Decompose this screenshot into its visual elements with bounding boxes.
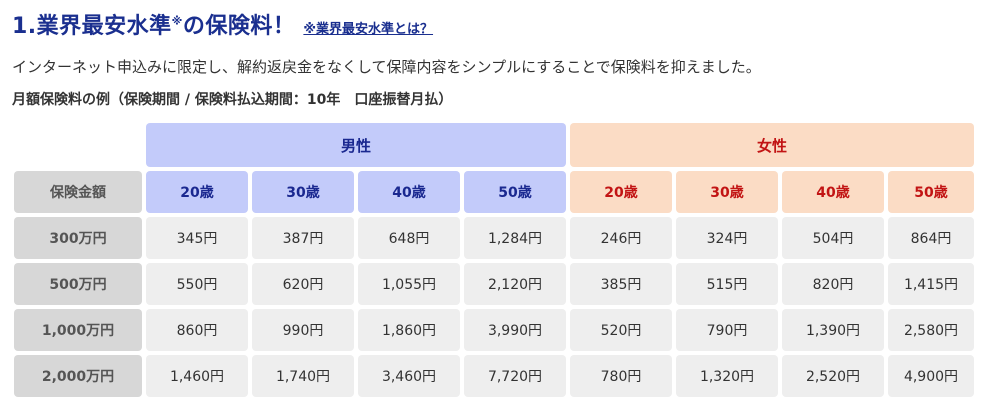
table-cell: 387円 xyxy=(252,217,354,259)
male-age-30-header: 30歳 xyxy=(252,171,354,213)
table-cell: 620円 xyxy=(252,263,354,305)
female-age-50-header: 50歳 xyxy=(888,171,974,213)
row-amount-label: 500万円 xyxy=(14,263,142,305)
table-cell: 790円 xyxy=(676,309,778,351)
table-cell: 990円 xyxy=(252,309,354,351)
table-cell: 1,860円 xyxy=(358,309,460,351)
empty-corner-cell xyxy=(14,123,142,167)
age-header-row: 保険金額 20歳 30歳 40歳 50歳 20歳 30歳 40歳 50歳 xyxy=(14,171,974,213)
row-amount-label: 2,000万円 xyxy=(14,355,142,397)
table-cell: 1,284円 xyxy=(464,217,566,259)
table-cell: 4,900円 xyxy=(888,355,974,397)
table-cell: 780円 xyxy=(570,355,672,397)
table-row: 1,000万円 860円 990円 1,860円 3,990円 520円 790… xyxy=(14,309,974,351)
table-cell: 3,990円 xyxy=(464,309,566,351)
table-row: 300万円 345円 387円 648円 1,284円 246円 324円 50… xyxy=(14,217,974,259)
row-amount-label: 300万円 xyxy=(14,217,142,259)
table-cell: 1,460円 xyxy=(146,355,248,397)
table-cell: 1,390円 xyxy=(782,309,884,351)
female-age-20-header: 20歳 xyxy=(570,171,672,213)
page-title-main: 1.業界最安水準 xyxy=(12,14,172,39)
table-cell: 3,460円 xyxy=(358,355,460,397)
table-cell: 246円 xyxy=(570,217,672,259)
female-age-40-header: 40歳 xyxy=(782,171,884,213)
table-cell: 2,120円 xyxy=(464,263,566,305)
table-cell: 2,580円 xyxy=(888,309,974,351)
table-cell: 515円 xyxy=(676,263,778,305)
table-caption: 月額保険料の例（保険期間 / 保険料払込期間：10年 口座振替月払） xyxy=(12,92,453,108)
table-cell: 324円 xyxy=(676,217,778,259)
table-cell: 648円 xyxy=(358,217,460,259)
table-cell: 1,055円 xyxy=(358,263,460,305)
table-row: 2,000万円 1,460円 1,740円 3,460円 7,720円 780円… xyxy=(14,355,974,397)
male-header: 男性 xyxy=(146,123,566,167)
table-cell: 520円 xyxy=(570,309,672,351)
table-cell: 1,740円 xyxy=(252,355,354,397)
table-cell: 550円 xyxy=(146,263,248,305)
page-title-note-mark: ※ xyxy=(171,14,183,28)
page-title: 1.業界最安水準※の保険料！ xyxy=(12,8,295,40)
male-age-20-header: 20歳 xyxy=(146,171,248,213)
heading-row: 1.業界最安水準※の保険料！ ※業界最安水準とは？ xyxy=(12,8,433,40)
table-cell: 860円 xyxy=(146,309,248,351)
table-cell: 385円 xyxy=(570,263,672,305)
table-cell: 1,320円 xyxy=(676,355,778,397)
table-cell: 7,720円 xyxy=(464,355,566,397)
row-amount-label: 1,000万円 xyxy=(14,309,142,351)
table-cell: 1,415円 xyxy=(888,263,974,305)
description-text: インターネット申込みに限定し、解約返戻金をなくして保障内容をシンプルにすることで… xyxy=(12,58,761,76)
table-row: 500万円 550円 620円 1,055円 2,120円 385円 515円 … xyxy=(14,263,974,305)
table-cell: 504円 xyxy=(782,217,884,259)
insurance-amount-header: 保険金額 xyxy=(14,171,142,213)
gender-header-row: 男性 女性 xyxy=(14,123,974,167)
table-cell: 2,520円 xyxy=(782,355,884,397)
table-cell: 345円 xyxy=(146,217,248,259)
male-age-50-header: 50歳 xyxy=(464,171,566,213)
female-age-30-header: 30歳 xyxy=(676,171,778,213)
male-age-40-header: 40歳 xyxy=(358,171,460,213)
lowest-level-note-link[interactable]: ※業界最安水準とは？ xyxy=(303,22,434,37)
premium-table: 男性 女性 保険金額 20歳 30歳 40歳 50歳 20歳 30歳 40歳 5… xyxy=(10,119,978,401)
table-cell: 820円 xyxy=(782,263,884,305)
table-cell: 864円 xyxy=(888,217,974,259)
page-title-suffix: の保険料！ xyxy=(182,14,296,39)
female-header: 女性 xyxy=(570,123,974,167)
